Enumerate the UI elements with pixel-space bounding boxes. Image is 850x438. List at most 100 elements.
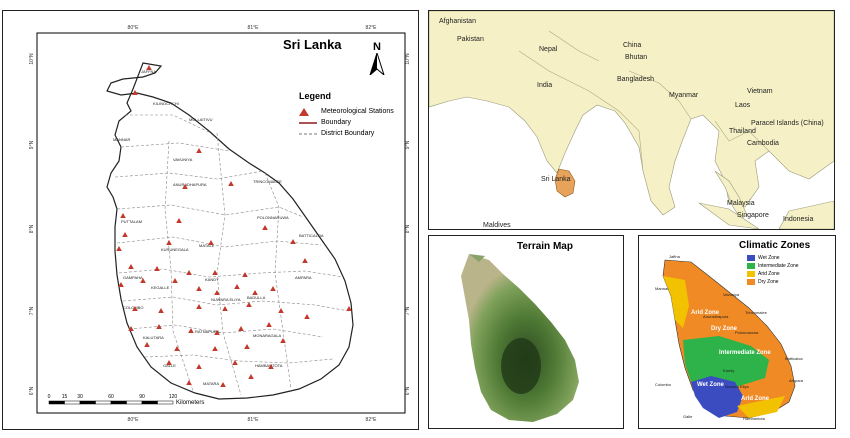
meteorological-station-marker — [220, 382, 226, 387]
climate-map-label: Trincomalee — [745, 310, 768, 315]
longitude-label: 81°E — [248, 417, 260, 423]
country-label: Vietnam — [747, 88, 773, 95]
district-label: KILINOCHCHI — [153, 101, 179, 106]
climate-map-label: Dry Zone — [711, 326, 738, 332]
country-label: Nepal — [539, 46, 558, 53]
meteorological-station-marker — [196, 364, 202, 369]
triangle-icon — [299, 107, 321, 116]
scale-bar-segment — [48, 400, 65, 405]
climate-map-label: Hambantota — [743, 416, 766, 421]
district-label: ANURADHAPURA — [173, 182, 207, 187]
meteorological-station-marker — [214, 290, 220, 295]
climate-map-label: Arid Zone — [691, 310, 720, 316]
sri-lanka-highlight — [554, 168, 576, 198]
district-boundary-line — [125, 114, 212, 134]
asia-landmass — [429, 11, 834, 216]
meteorological-station-marker — [116, 246, 122, 251]
meteorological-station-marker — [266, 322, 272, 327]
meteorological-station-marker — [302, 258, 308, 263]
district-label: KEGALLE — [151, 285, 170, 290]
latitude-label: 8°N — [405, 224, 411, 233]
meteorological-station-marker — [242, 272, 248, 277]
climate-map-label: Polonnaruwa — [735, 330, 759, 335]
zone-key-item: Intermediate Zone — [747, 262, 799, 270]
climate-map-panel: Jaffna Mannar Vavuniya Trincomalee Anuradhap… — [638, 235, 836, 429]
zone-key-label: Intermediate Zone — [758, 263, 799, 269]
country-label: India — [537, 82, 552, 89]
district-label: MANNAR — [113, 137, 130, 142]
country-label: Maldives — [483, 222, 511, 229]
district-boundary-line — [116, 204, 304, 218]
scale-label: 30 — [77, 394, 83, 400]
scale-bar-segment — [79, 400, 96, 405]
longitude-label: 80°E — [128, 25, 140, 31]
borneo-island — [778, 200, 834, 229]
meteorological-station-marker — [182, 184, 188, 189]
district-label: VAVUNIYA — [173, 157, 193, 162]
climate-map-label: Kandy — [723, 368, 734, 373]
district-label: POLONNARUWA — [257, 215, 289, 220]
zone-key-label: Arid Zone — [758, 271, 780, 277]
zone-swatch — [747, 279, 755, 285]
jaffna-peninsula — [469, 254, 485, 262]
country-border — [628, 70, 680, 102]
district-label: GALLE — [163, 363, 176, 368]
meteorological-station-marker — [140, 278, 146, 283]
latitude-label: 6°N — [405, 386, 411, 395]
legend-label: Meteorological Stations — [321, 108, 394, 115]
zone-key-item: Arid Zone — [747, 270, 799, 278]
terrain-map-title: Terrain Map — [517, 241, 573, 252]
main-map-legend: Legend Meteorological Stations Boundary … — [299, 91, 394, 139]
district-label: KALUTARA — [143, 335, 164, 340]
zone-key-label: Wet Zone — [758, 255, 780, 261]
meteorological-station-marker — [214, 330, 220, 335]
country-label: Bhutan — [625, 54, 647, 61]
meteorological-station-marker — [166, 360, 172, 365]
longitude-label: 82°E — [366, 417, 378, 423]
country-label: Indonesia — [783, 216, 813, 223]
meteorological-station-marker — [128, 264, 134, 269]
arid-zone-south-region — [737, 396, 785, 418]
north-arrow: N — [366, 41, 388, 75]
district-label: HAMBANTOTA — [255, 363, 283, 368]
meteorological-station-marker — [208, 240, 214, 245]
scale-bar-segment — [95, 400, 112, 405]
district-label: MATARA — [203, 381, 219, 386]
meteorological-station-marker — [118, 282, 124, 287]
district-label: MATALE — [199, 243, 215, 248]
zone-swatch — [747, 263, 755, 269]
zone-key-item: Dry Zone — [747, 278, 799, 286]
legend-title: Legend — [299, 91, 332, 101]
meteorological-station-marker — [176, 218, 182, 223]
district-boundary-line — [264, 172, 292, 390]
country-label: Sri Lanka — [541, 176, 571, 183]
country-label: Paracel Islands (China) — [751, 120, 824, 127]
country-label: Laos — [735, 102, 751, 109]
district-label: GAMPAHA — [123, 275, 143, 280]
district-label: KANDY — [205, 277, 219, 282]
country-label: Pakistan — [457, 36, 484, 43]
climate-map-label: Wet Zone — [697, 382, 725, 388]
terrain-map-panel: Terrain Map — [428, 235, 624, 429]
meteorological-station-marker — [234, 284, 240, 289]
climate-map-label: Galle — [683, 414, 693, 419]
meteorological-station-marker — [346, 306, 352, 311]
legend-item-stations: Meteorological Stations — [299, 106, 394, 117]
country-label: China — [623, 42, 641, 49]
north-arrow-icon — [369, 53, 385, 75]
latitude-label: 10°N — [405, 53, 411, 65]
meteorological-station-marker — [304, 314, 310, 319]
meteorological-station-marker — [248, 374, 254, 379]
locator-map-panel: Afghanistan Pakistan Nepal China Bhutan Bangl… — [428, 10, 835, 230]
district-label: BADULLA — [247, 295, 266, 300]
meteorological-station-marker — [146, 65, 152, 70]
district-label: MULLAITIVU — [189, 117, 213, 122]
meteorological-station-marker — [122, 232, 128, 237]
meteorological-station-marker — [238, 326, 244, 331]
latitude-label: 7°N — [405, 306, 411, 315]
climate-map-label: Nuwara Eliya — [725, 384, 749, 389]
meteorological-station-marker — [222, 306, 228, 311]
country-label: Cambodia — [747, 140, 779, 147]
legend-item-district-boundary: District Boundary — [299, 128, 394, 139]
meteorological-station-marker — [154, 266, 160, 271]
